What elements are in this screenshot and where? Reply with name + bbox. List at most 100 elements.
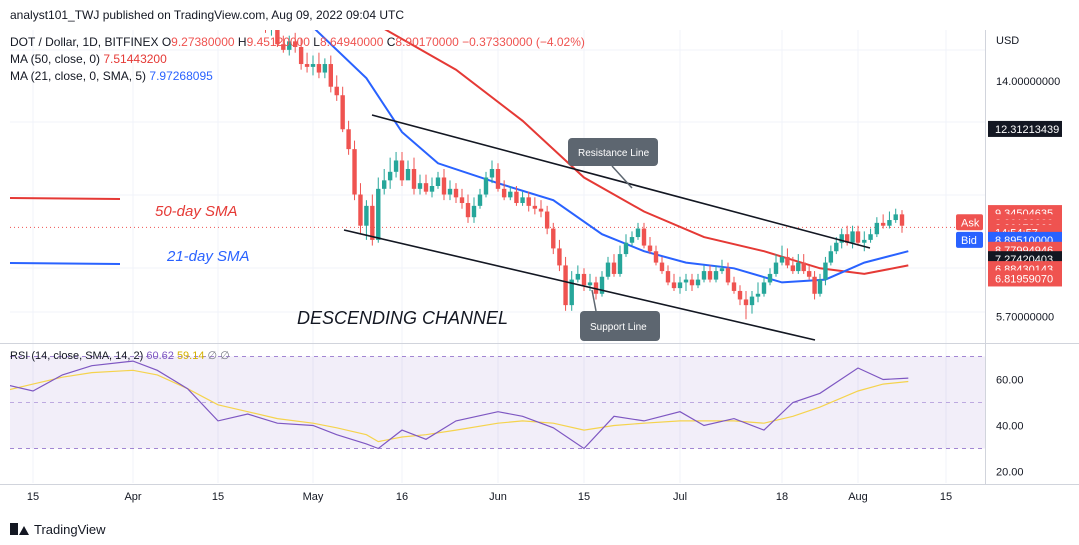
candle-body (508, 191, 513, 198)
candle (489, 160, 495, 184)
candle (874, 217, 880, 238)
candle (677, 276, 683, 294)
time-axis-tick: 16 (396, 491, 408, 503)
candle (376, 177, 381, 243)
ma21-legend-value: 7.97268095 (149, 69, 213, 83)
rsi-legend-label: RSI (14, close, SMA, 14, 2) (10, 350, 146, 362)
candle-body (834, 242, 839, 252)
resistance-callout-text: Resistance Line (578, 148, 650, 159)
candle (532, 197, 538, 215)
resistance-callout-pointer (611, 165, 633, 189)
rsi-axis-tick: 40.00 (996, 421, 1024, 433)
rsi-band-fill (10, 356, 985, 449)
candle-body (880, 222, 886, 226)
candle-body (322, 64, 328, 73)
candle-body (683, 279, 689, 283)
candle (270, 30, 272, 36)
candle (575, 265, 581, 283)
candle-body (806, 271, 812, 277)
candle (340, 86, 345, 133)
candle (447, 180, 453, 201)
candle (790, 256, 796, 274)
candle (551, 222, 556, 255)
candle (495, 163, 501, 192)
candle (423, 174, 429, 195)
candle-body (773, 262, 779, 274)
support-line (343, 229, 816, 341)
ohlc-legend: DOT / Dollar, 1D, BITFINEX O9.27380000 H… (10, 35, 585, 49)
candle (526, 191, 531, 212)
candle (382, 168, 387, 195)
candle-body (587, 282, 593, 286)
candle (605, 256, 611, 280)
rsi-legend-value: 60.62 (146, 350, 177, 362)
candle (508, 186, 513, 201)
candle-body (417, 183, 423, 189)
candle (659, 256, 665, 274)
candle (520, 191, 525, 206)
candle (737, 285, 743, 306)
time-axis-tick: Aug (848, 491, 868, 503)
sma21-annotation: 21-day SMA (166, 248, 250, 265)
rsi-pane (10, 356, 985, 450)
candle (893, 208, 898, 223)
candle (501, 180, 507, 201)
candle-body (611, 262, 617, 274)
ask-tag: Ask (961, 217, 980, 229)
candle-body (899, 214, 905, 226)
candle (806, 265, 812, 280)
candle (719, 259, 725, 274)
candle-body (501, 188, 507, 198)
candle (743, 290, 749, 320)
candle (304, 52, 310, 73)
candle-body (310, 64, 316, 67)
tradingview-brand: TradingView (34, 521, 106, 537)
rsi-axis-tick: 60.00 (996, 375, 1024, 387)
candle-body (298, 47, 304, 65)
candle-body (671, 282, 677, 289)
candle-body (334, 86, 339, 96)
resistance-callout: Resistance Line (568, 138, 658, 189)
support-callout-box (580, 311, 660, 341)
candle (477, 188, 483, 209)
candle (707, 265, 713, 283)
candle (629, 231, 635, 246)
candle (322, 58, 328, 79)
candle-body (767, 273, 773, 283)
candle-body (275, 30, 280, 45)
candle (298, 38, 304, 70)
candle-body (304, 64, 310, 67)
candle-body (257, 19, 261, 25)
legend-change: −0.37330000 (−4.02%) (462, 35, 585, 49)
candle-body (695, 279, 701, 286)
footer[interactable]: TradingView (10, 519, 106, 539)
candle (411, 157, 417, 195)
candle (399, 151, 405, 186)
candle-body (532, 205, 538, 209)
candle-body (665, 271, 671, 283)
candle-body (411, 168, 417, 189)
ma50-legend-label: MA (50, close, 0) (10, 52, 103, 66)
candle (725, 262, 731, 286)
candle-body (629, 237, 635, 243)
candle-body (749, 296, 755, 306)
ma21-legend: MA (21, close, 0, SMA, 5) 7.97268095 (10, 69, 213, 83)
candle-body (653, 251, 659, 263)
candle (641, 222, 647, 249)
rsi-legend: RSI (14, close, SMA, 14, 2) 60.62 59.14 … (10, 350, 230, 362)
candle (862, 231, 867, 252)
candle (287, 35, 292, 56)
time-axis-tick: 15 (27, 491, 39, 503)
rsi-line (10, 360, 909, 450)
candle (611, 254, 617, 277)
candle-body (316, 64, 322, 73)
candle (868, 228, 873, 243)
price-tag-bg (956, 231, 983, 248)
candle-body (635, 228, 641, 238)
candle-body (328, 64, 333, 87)
candle (453, 183, 459, 204)
candle-body (796, 262, 801, 272)
bid-tag: Bid (961, 235, 977, 247)
candle-body (862, 239, 867, 243)
